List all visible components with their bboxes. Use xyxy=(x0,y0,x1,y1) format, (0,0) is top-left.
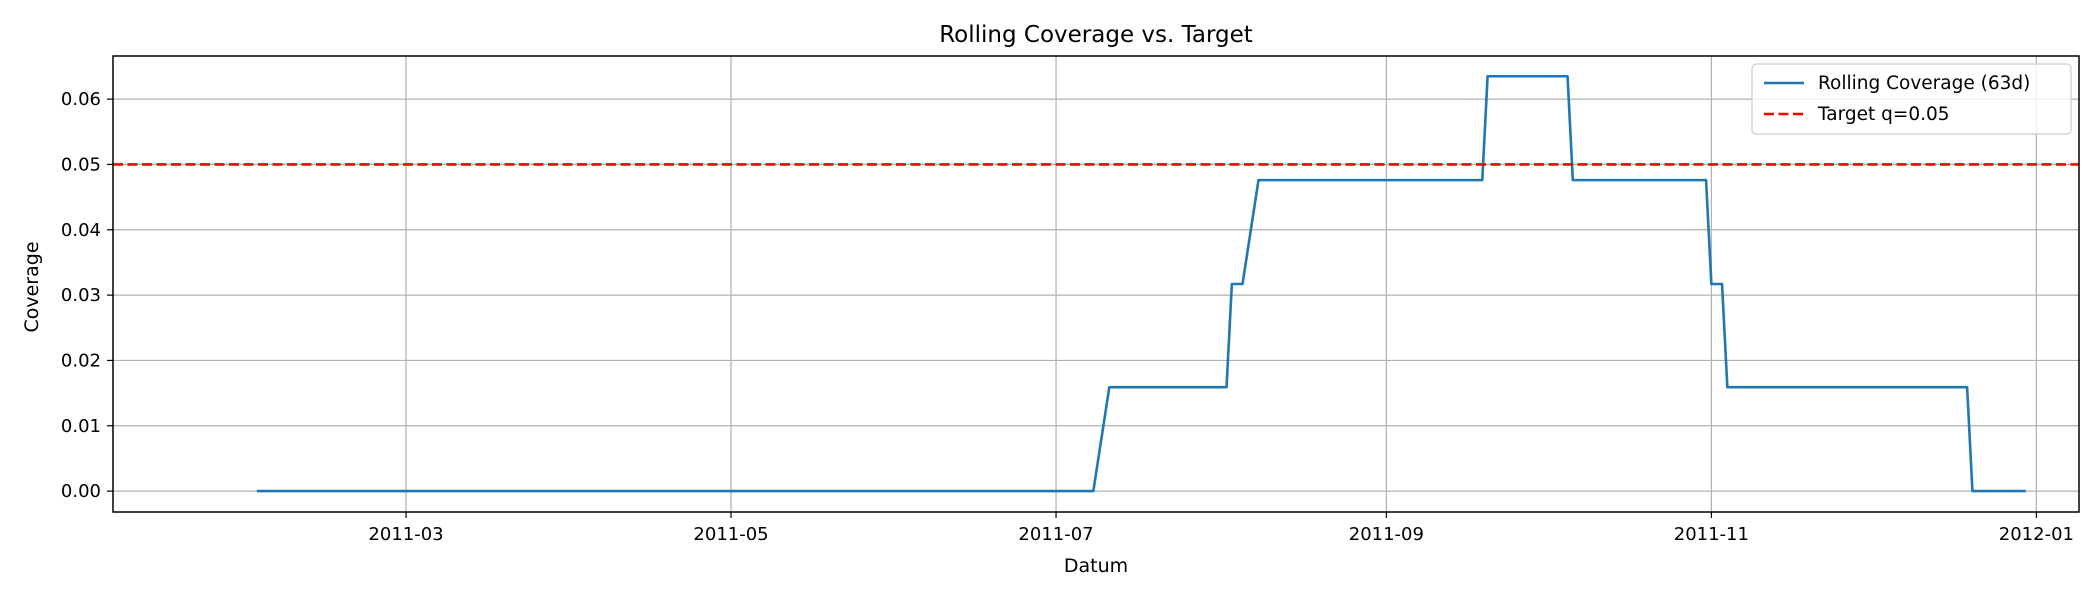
legend-label: Target q=0.05 xyxy=(1817,104,1950,125)
x-tick-label: 2011-07 xyxy=(1018,524,1093,545)
legend-box xyxy=(1751,63,2072,135)
x-axis: 2011-03 2011-05 2011-07 2011-09 2011-11 2012-… xyxy=(368,512,2074,545)
x-tick-label: 2011-09 xyxy=(1349,524,1424,545)
y-tick-label: 0.06 xyxy=(61,89,101,110)
y-axis: 0.00 0.01 0.02 0.03 0.04 0.05 0.06 xyxy=(61,89,113,502)
y-tick-label: 0.04 xyxy=(61,220,101,241)
x-tick-label: 2011-05 xyxy=(693,524,768,545)
y-tick-label: 0.02 xyxy=(61,350,101,371)
series-layer xyxy=(113,74,2079,493)
y-tick-label: 0.03 xyxy=(61,285,101,306)
x-axis-label: Datum xyxy=(1064,555,1128,577)
plot-frame xyxy=(112,55,2080,513)
legend-label: Rolling Coverage (63d) xyxy=(1818,73,2030,94)
y-tick-label: 0.05 xyxy=(61,154,101,175)
coverage-line xyxy=(256,74,2026,493)
x-tick-label: 2011-11 xyxy=(1674,524,1749,545)
chart-title: Rolling Coverage vs. Target xyxy=(939,22,1253,48)
legend: Rolling Coverage (63d) Target q=0.05 xyxy=(1751,63,2072,135)
x-tick-label: 2011-03 xyxy=(368,524,443,545)
y-tick-label: 0.00 xyxy=(61,481,101,502)
y-axis-label: Coverage xyxy=(21,241,43,332)
y-tick-label: 0.01 xyxy=(61,416,101,437)
x-tick-label: 2012-01 xyxy=(1999,524,2074,545)
